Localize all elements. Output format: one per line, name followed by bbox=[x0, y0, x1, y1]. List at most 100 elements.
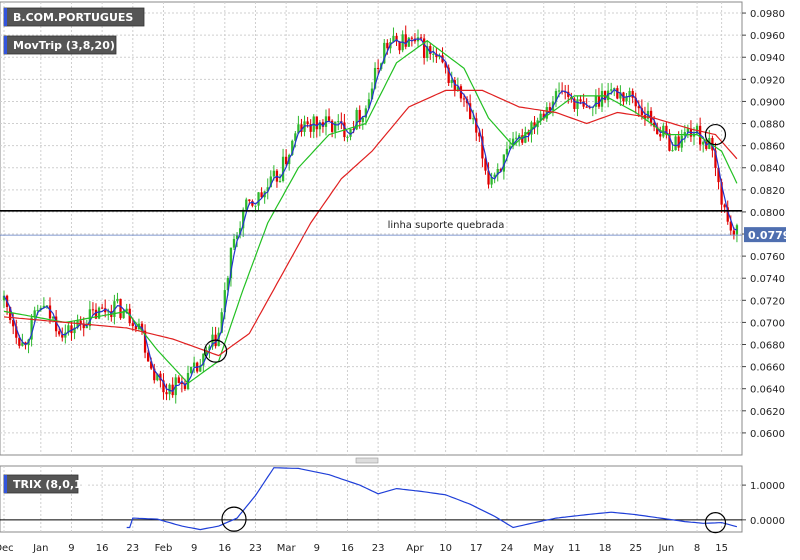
candle-body bbox=[12, 319, 15, 327]
candle-body bbox=[702, 141, 705, 145]
candle-body bbox=[260, 192, 263, 198]
candle-body bbox=[153, 368, 156, 381]
candle-body bbox=[104, 308, 107, 313]
symbol-label-accent bbox=[4, 8, 7, 26]
candle-body bbox=[410, 37, 414, 39]
candle-body bbox=[257, 192, 260, 206]
candle-body bbox=[472, 118, 475, 120]
candle-body bbox=[361, 117, 364, 123]
candle-body bbox=[346, 136, 349, 138]
candle-body bbox=[297, 124, 300, 134]
candle-body bbox=[318, 122, 322, 130]
last-price-label: 0.0779 bbox=[748, 229, 790, 242]
candle-body bbox=[146, 352, 150, 362]
candle-body bbox=[119, 298, 122, 319]
price-tick-label: 0.0840 bbox=[750, 164, 785, 175]
candle-body bbox=[36, 309, 39, 311]
candle-body bbox=[729, 221, 732, 231]
candle-body bbox=[358, 109, 361, 123]
candle-body bbox=[573, 98, 576, 109]
candle-body bbox=[171, 384, 174, 396]
candle-body bbox=[444, 62, 447, 68]
trix-zero-cross-circle bbox=[704, 512, 727, 534]
candle-body bbox=[134, 326, 138, 329]
candle-body bbox=[619, 92, 622, 99]
candle-body bbox=[662, 125, 665, 137]
candle-body bbox=[493, 174, 496, 178]
time-tick-label: 18 bbox=[599, 543, 612, 554]
candle-body bbox=[478, 132, 481, 137]
candle-body bbox=[42, 305, 46, 308]
candle-body bbox=[732, 230, 736, 235]
candle-body bbox=[73, 327, 76, 334]
last-price-box bbox=[744, 227, 786, 243]
candle-body bbox=[349, 128, 352, 137]
candle-body bbox=[159, 373, 162, 381]
candle-body bbox=[30, 317, 33, 340]
candle-body bbox=[419, 37, 423, 39]
candle-body bbox=[300, 124, 303, 132]
candle-body bbox=[232, 238, 236, 248]
time-tick-label: 16 bbox=[96, 543, 109, 554]
candle-body bbox=[321, 122, 325, 127]
time-tick-label: 23 bbox=[249, 543, 262, 554]
candle-body bbox=[15, 326, 18, 338]
price-tick-label: 0.0860 bbox=[750, 142, 785, 153]
crossover-circle bbox=[704, 123, 727, 146]
time-tick-label: 16 bbox=[341, 543, 354, 554]
candle-body bbox=[594, 95, 598, 107]
candle-body bbox=[392, 35, 395, 43]
candle-body bbox=[91, 309, 95, 311]
ma-mid-line bbox=[3, 39, 738, 384]
time-tick-label: 9 bbox=[191, 543, 197, 554]
candle-body bbox=[306, 121, 309, 125]
candle-body bbox=[456, 86, 460, 91]
candle-body bbox=[631, 90, 634, 98]
candle-body bbox=[192, 362, 196, 367]
time-tick-label: May bbox=[533, 543, 554, 554]
time-tick-label: 10 bbox=[439, 543, 452, 554]
time-tick-label: 9 bbox=[68, 543, 74, 554]
pane-splitter-handle[interactable] bbox=[355, 457, 379, 464]
price-tick-label: 0.0760 bbox=[750, 252, 785, 263]
candle-body bbox=[490, 177, 493, 185]
candle-body bbox=[150, 361, 153, 369]
candle-body bbox=[291, 140, 294, 155]
candle-body bbox=[539, 113, 542, 121]
candle-body bbox=[67, 325, 70, 333]
candle-body bbox=[309, 124, 312, 132]
candle-body bbox=[579, 99, 582, 102]
candle-body bbox=[79, 320, 82, 324]
candle-body bbox=[248, 199, 251, 201]
candle-body bbox=[398, 41, 401, 51]
candle-body bbox=[58, 331, 61, 335]
candle-body bbox=[18, 337, 21, 346]
candle-body bbox=[337, 121, 340, 123]
candle-body bbox=[576, 99, 579, 109]
candle-body bbox=[505, 148, 509, 155]
candle-body bbox=[527, 132, 530, 135]
candle-body bbox=[548, 107, 552, 111]
time-tick-label: 23 bbox=[372, 543, 385, 554]
candle-body bbox=[294, 133, 297, 141]
candle-body bbox=[720, 182, 723, 205]
price-tick-label: 0.0980 bbox=[750, 9, 785, 20]
candle-body bbox=[355, 109, 358, 130]
indicator-label: MovTrip (3,8,20) bbox=[13, 39, 115, 52]
candle-body bbox=[245, 199, 248, 210]
time-tick-label: 23 bbox=[126, 543, 139, 554]
candle-body bbox=[432, 53, 435, 55]
time-tick-label: 9 bbox=[314, 543, 320, 554]
candle-body bbox=[487, 170, 490, 185]
candle-body bbox=[426, 46, 429, 58]
trix-pane bbox=[0, 465, 743, 533]
candle-body bbox=[199, 365, 202, 372]
candle-body bbox=[714, 150, 717, 168]
candle-body bbox=[429, 46, 432, 55]
candle-body bbox=[542, 113, 545, 119]
price-tick-label: 0.0620 bbox=[750, 407, 785, 418]
candle-body bbox=[94, 309, 98, 319]
candle-body bbox=[364, 108, 368, 118]
candle-body bbox=[514, 137, 518, 139]
